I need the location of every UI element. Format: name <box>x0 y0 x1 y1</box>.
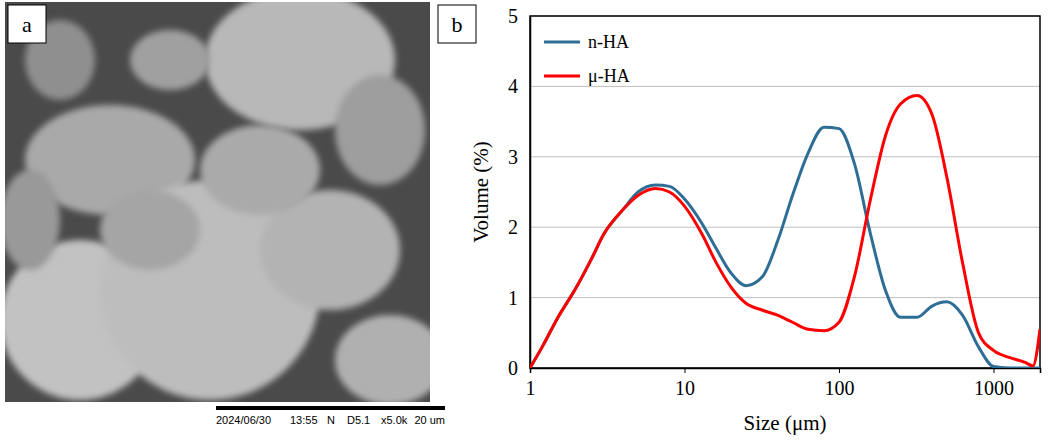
tick: 2 <box>508 216 530 238</box>
tick-mark <box>684 368 685 373</box>
tick-label: 1 <box>526 377 536 399</box>
axis-line <box>530 17 532 369</box>
tick-label: 100 <box>824 377 854 399</box>
tick: 100 <box>824 368 854 399</box>
tick-label: 5 <box>508 5 518 27</box>
caption-text: 2024/06/30 <box>216 414 271 426</box>
grid-line <box>530 156 1040 157</box>
tick: 1000 <box>974 368 1014 399</box>
tick: 3 <box>508 146 530 168</box>
agglomerates <box>5 2 430 402</box>
panel-letter-box <box>438 5 476 43</box>
panel-letter: a <box>22 12 32 37</box>
tick-label: 3 <box>508 146 518 168</box>
caption-text: N <box>327 414 335 426</box>
tick-mark <box>993 368 994 373</box>
tick-label: 10 <box>675 377 695 399</box>
axis-line <box>531 369 1041 374</box>
legend-label: μ-HA <box>588 66 630 86</box>
tick: 0 <box>508 357 530 379</box>
legend-swatch <box>544 75 580 78</box>
grid-line <box>530 86 1040 87</box>
panel-letter-box <box>8 5 46 43</box>
tick: 1 <box>526 368 536 399</box>
tick-mark <box>839 368 840 373</box>
scale-bar <box>216 406 445 410</box>
y-axis: 0 1 2 3 4 5 <box>508 5 531 379</box>
agglomerate <box>200 125 320 215</box>
grid-line <box>530 297 1040 298</box>
agglomerate <box>100 190 200 270</box>
caption-text: x5.0k <box>381 414 408 426</box>
y-axis-title: Volume (%) <box>469 141 493 243</box>
image-panel: a 2024/06/30 13:55 N D5.1 x5.0k 20 um <box>0 0 445 426</box>
chart-panel: 1101001000012345Size (μm)Volume (%)bn-HA… <box>438 5 1041 435</box>
tick-label: 1000 <box>974 377 1014 399</box>
figure: a2024/06/3013:55ND5.1x5.0k20 um110100100… <box>0 0 1060 445</box>
agglomerate <box>335 75 425 185</box>
series-line <box>530 96 1040 368</box>
agglomerate <box>130 30 210 90</box>
tick-label: 2 <box>508 216 518 238</box>
tick: 10 <box>675 368 695 399</box>
x-axis-title: Size (μm) <box>744 411 827 435</box>
tick: 4 <box>508 75 530 97</box>
tick-label: 0 <box>508 357 518 379</box>
series-line <box>530 127 1040 368</box>
tick-label: 4 <box>508 75 518 97</box>
lines <box>530 96 1040 368</box>
tick: 1 <box>508 287 530 309</box>
panel-letter: b <box>452 12 463 37</box>
legend-label: n-HA <box>588 32 629 52</box>
grid <box>530 16 1040 368</box>
caption-text: 13:55 <box>290 414 318 426</box>
tick-label: 1 <box>508 287 518 309</box>
tick-mark <box>530 368 531 373</box>
agglomerate <box>335 315 430 402</box>
legend: n-HA μ-HA <box>544 32 630 86</box>
caption-text: 20 um <box>414 414 445 426</box>
legend-swatch <box>544 41 580 44</box>
agglomerate <box>5 170 60 270</box>
x-axis: 1 10 100 1000 <box>526 368 1041 399</box>
plot-frame <box>530 16 1040 368</box>
tick: 5 <box>508 5 530 27</box>
caption-text: D5.1 <box>347 414 370 426</box>
